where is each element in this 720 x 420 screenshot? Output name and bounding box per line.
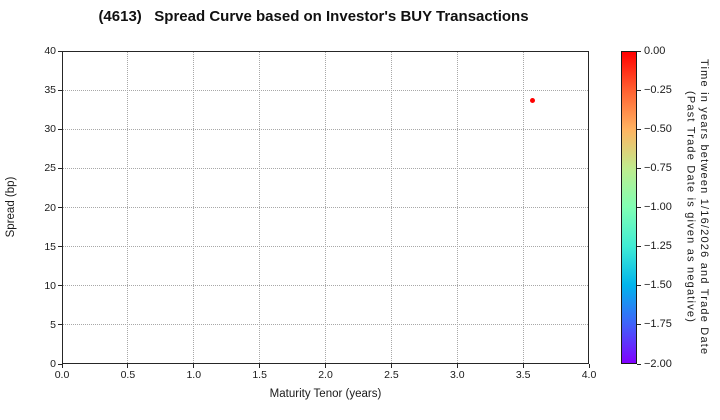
x-tick [61, 364, 63, 368]
y-tick [58, 128, 62, 130]
y-tick [58, 50, 62, 52]
x-tick [325, 364, 326, 368]
x-axis-label: Maturity Tenor (years) [269, 388, 382, 400]
y-gridline [63, 128, 588, 130]
y-tick-label: 10 [44, 279, 56, 292]
colorbar-tick-label: −2.00 [644, 357, 672, 370]
x-tick-label: 3.0 [449, 369, 465, 381]
x-tick-label: 1.5 [252, 369, 267, 381]
colorbar-tick [637, 363, 641, 365]
y-gridline [63, 246, 588, 248]
y-tick-label: 25 [44, 162, 56, 175]
x-tick-label: 0.0 [54, 369, 70, 381]
colorbar-tick-label: −1.75 [644, 318, 672, 331]
y-axis-label: Spread (bp) [5, 176, 17, 238]
y-tick [58, 363, 62, 365]
colorbar-tick [637, 285, 641, 287]
y-tick-label: 5 [50, 318, 56, 331]
chart-title: (4613) Spread Curve based on Investor's … [98, 8, 529, 25]
y-tick [58, 207, 62, 208]
colorbar-label: Time in years between 1/16/2026 and Trad… [683, 51, 711, 364]
x-tick-label: 2.5 [384, 369, 399, 381]
colorbar-tick [637, 167, 641, 169]
colorbar-label-line2: (Past Trade Date is given as negative) [684, 91, 697, 324]
x-tick [522, 364, 524, 368]
x-tick-label: 2.0 [318, 369, 333, 381]
y-tick [58, 324, 62, 326]
y-tick-label: 15 [44, 240, 56, 253]
colorbar-tick [637, 89, 641, 91]
colorbar-tick [637, 50, 641, 52]
colorbar-tick [637, 207, 641, 208]
x-tick [127, 364, 129, 368]
colorbar-label-line1: Time in years between 1/16/2026 and Trad… [698, 59, 710, 356]
y-tick [58, 89, 62, 91]
colorbar-tick-label: −0.75 [644, 161, 672, 174]
y-tick-label: 40 [44, 45, 56, 57]
y-gridline [63, 207, 588, 208]
colorbar-tick [637, 246, 641, 248]
colorbar-tick-label: −1.00 [644, 201, 672, 213]
y-tick [58, 246, 62, 248]
colorbar [621, 51, 637, 364]
x-tick [193, 364, 195, 368]
y-gridline [63, 324, 588, 326]
colorbar-tick [637, 128, 641, 130]
y-tick-label: 35 [44, 84, 56, 97]
colorbar-tick-label: −1.25 [644, 240, 672, 253]
y-tick-label: 0 [50, 358, 56, 370]
x-tick-label: 3.5 [515, 369, 531, 381]
x-tick [259, 364, 261, 368]
y-gridline [63, 89, 588, 91]
x-tick-label: 4.0 [581, 369, 597, 381]
colorbar-tick-label: 0.00 [644, 44, 666, 57]
y-gridline [63, 167, 588, 169]
x-tick [588, 364, 590, 368]
x-tick-label: 1.0 [186, 369, 202, 381]
x-tick [390, 364, 392, 368]
data-point [529, 97, 535, 103]
y-tick [58, 167, 62, 169]
colorbar-tick [637, 324, 641, 326]
colorbar-tick-label: −1.50 [644, 279, 672, 292]
colorbar-tick-label: −0.25 [644, 83, 672, 96]
y-tick-label: 30 [44, 123, 56, 136]
x-tick-label: 0.5 [120, 369, 136, 381]
y-tick [58, 285, 62, 287]
y-tick-label: 20 [44, 201, 56, 214]
colorbar-tick-label: −0.50 [644, 122, 672, 135]
x-tick [456, 364, 458, 368]
y-gridline [63, 285, 588, 287]
